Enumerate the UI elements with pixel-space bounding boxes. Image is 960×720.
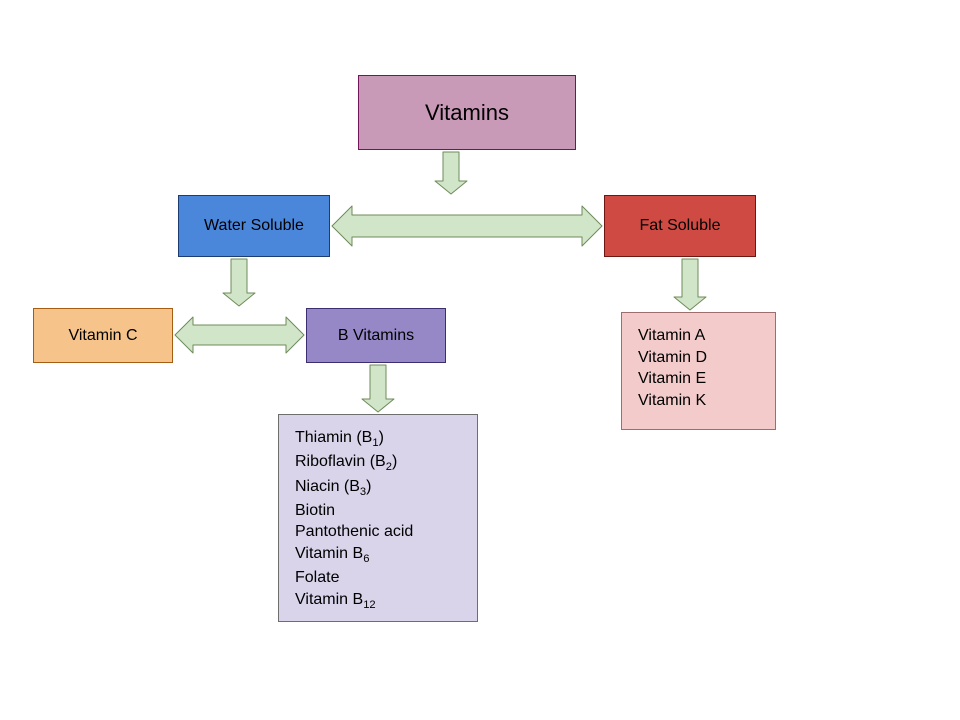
- list-item: Vitamin E: [638, 368, 706, 390]
- list-item: Vitamin B12: [295, 589, 376, 613]
- node-water-soluble: Water Soluble: [178, 195, 330, 257]
- node-fat-vitamin-list: Vitamin AVitamin DVitamin EVitamin K: [621, 312, 776, 430]
- node-b-vitamins: B Vitamins: [306, 308, 446, 363]
- list-item: Riboflavin (B2): [295, 451, 397, 475]
- list-item: Vitamin A: [638, 325, 705, 347]
- list-item: Vitamin D: [638, 347, 707, 369]
- node-vitamins-label: Vitamins: [425, 100, 509, 126]
- list-item: Niacin (B3): [295, 476, 371, 500]
- list-item: Vitamin B6: [295, 543, 369, 567]
- node-vitc-label: Vitamin C: [68, 327, 137, 345]
- node-vitamins: Vitamins: [358, 75, 576, 150]
- node-bvit-label: B Vitamins: [338, 327, 414, 345]
- node-vitamin-c: Vitamin C: [33, 308, 173, 363]
- node-fat-label: Fat Soluble: [640, 217, 721, 235]
- diagram-stage: Vitamins Water Soluble Fat Soluble Vitam…: [0, 0, 960, 720]
- list-item: Biotin: [295, 500, 335, 522]
- node-water-label: Water Soluble: [204, 217, 304, 235]
- list-item: Vitamin K: [638, 390, 706, 412]
- list-item: Thiamin (B1): [295, 427, 384, 451]
- node-fat-soluble: Fat Soluble: [604, 195, 756, 257]
- list-item: Folate: [295, 567, 339, 589]
- node-b-vitamin-list: Thiamin (B1)Riboflavin (B2)Niacin (B3)Bi…: [278, 414, 478, 622]
- list-item: Pantothenic acid: [295, 521, 413, 543]
